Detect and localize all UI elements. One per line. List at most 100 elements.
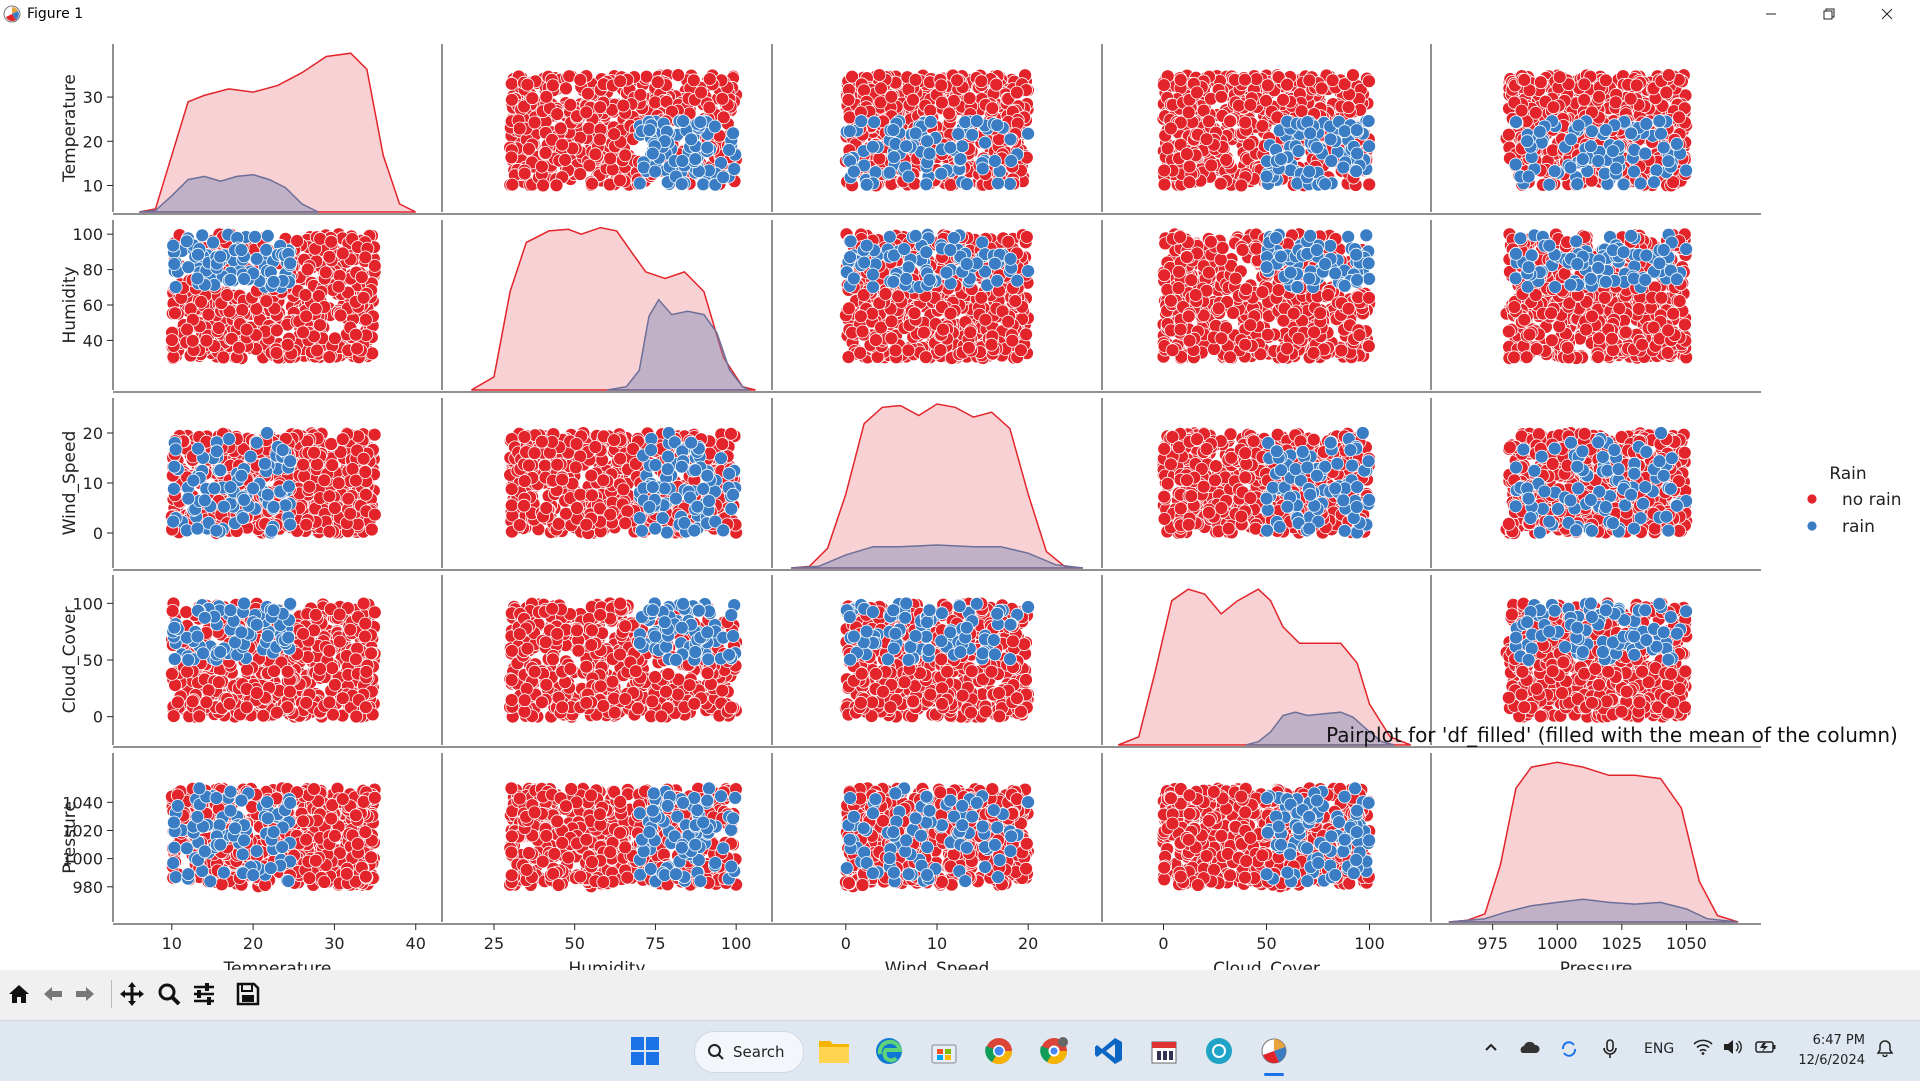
point-rain (214, 250, 227, 263)
point-no-rain (522, 142, 535, 155)
point-no-rain (314, 319, 327, 332)
point-rain (1571, 178, 1584, 191)
minimize-button[interactable] (1742, 0, 1800, 28)
point-rain (1363, 272, 1376, 285)
point-no-rain (311, 344, 324, 357)
point-rain (1363, 140, 1376, 153)
point-no-rain (593, 133, 606, 146)
point-no-rain (195, 295, 208, 308)
point-rain (180, 235, 193, 248)
point-no-rain (1235, 179, 1248, 192)
point-rain (1260, 170, 1273, 183)
point-rain (1584, 140, 1597, 153)
point-no-rain (325, 235, 338, 248)
point-no-rain (1239, 338, 1252, 351)
point-no-rain (873, 69, 886, 82)
point-no-rain (1205, 159, 1218, 172)
point-rain (1338, 279, 1351, 292)
point-no-rain (934, 344, 947, 357)
point-no-rain (947, 94, 960, 107)
point-no-rain (869, 334, 882, 347)
point-rain (960, 178, 973, 191)
point-no-rain (332, 280, 345, 293)
point-rain (182, 261, 195, 274)
point-rain (909, 229, 922, 242)
point-no-rain (1174, 323, 1187, 336)
point-no-rain (619, 149, 632, 162)
close-button[interactable] (1858, 0, 1916, 28)
point-rain (1011, 274, 1024, 287)
point-rain (948, 232, 961, 245)
point-rain (1680, 164, 1693, 177)
point-rain (1325, 155, 1338, 168)
point-no-rain (165, 334, 178, 347)
point-no-rain (1164, 122, 1177, 135)
point-no-rain (202, 308, 215, 321)
point-rain (708, 120, 721, 133)
point-rain (646, 147, 659, 160)
point-no-rain (586, 177, 599, 190)
point-no-rain (951, 74, 964, 87)
point-rain (1350, 248, 1363, 261)
point-no-rain (986, 102, 999, 115)
point-rain (1548, 165, 1561, 178)
point-no-rain (505, 151, 518, 164)
point-rain (675, 178, 688, 191)
point-no-rain (1502, 128, 1515, 141)
point-no-rain (889, 344, 902, 357)
point-rain (843, 125, 856, 138)
point-no-rain (506, 178, 519, 191)
point-no-rain (1180, 251, 1193, 264)
point-rain (1324, 133, 1337, 146)
point-rain (847, 165, 860, 178)
point-no-rain (233, 341, 246, 354)
point-no-rain (1242, 138, 1255, 151)
point-no-rain (1578, 93, 1591, 106)
point-rain (1521, 135, 1534, 148)
point-rain (944, 244, 957, 257)
point-no-rain (564, 98, 577, 111)
pairplot-canvas[interactable]: 102030Temperature406080100Humidity01020W… (0, 28, 1920, 970)
point-no-rain (975, 291, 988, 304)
point-rain (284, 257, 297, 270)
point-no-rain (1185, 274, 1198, 287)
point-rain (689, 153, 702, 166)
point-rain (944, 141, 957, 154)
point-no-rain (1244, 319, 1257, 332)
point-rain (988, 257, 1001, 270)
point-rain (883, 166, 896, 179)
point-rain (1275, 153, 1288, 166)
point-rain (1260, 261, 1273, 274)
point-no-rain (518, 167, 531, 180)
point-rain (1606, 145, 1619, 158)
point-no-rain (1227, 307, 1240, 320)
point-no-rain (1292, 332, 1305, 345)
point-no-rain (1172, 282, 1185, 295)
point-rain (261, 229, 274, 242)
point-no-rain (1157, 79, 1170, 92)
point-rain (902, 261, 915, 274)
point-rain (1319, 258, 1332, 271)
point-rain (1509, 158, 1522, 171)
point-no-rain (908, 307, 921, 320)
point-rain (992, 177, 1005, 190)
point-no-rain (990, 78, 1003, 91)
point-no-rain (1244, 98, 1257, 111)
point-rain (1284, 266, 1297, 279)
point-rain (866, 140, 879, 153)
point-no-rain (1261, 79, 1274, 92)
point-no-rain (1342, 302, 1355, 315)
point-no-rain (1353, 329, 1366, 342)
point-rain (902, 170, 915, 183)
window-titlebar: Figure 1 (0, 0, 1920, 28)
point-no-rain (875, 82, 888, 95)
point-no-rain (856, 325, 869, 338)
point-no-rain (1212, 302, 1225, 315)
point-rain (1592, 155, 1605, 168)
point-no-rain (1002, 235, 1015, 248)
restore-button[interactable] (1800, 0, 1858, 28)
point-no-rain (1174, 231, 1187, 244)
point-no-rain (281, 338, 294, 351)
point-no-rain (962, 341, 975, 354)
point-no-rain (1250, 242, 1263, 255)
